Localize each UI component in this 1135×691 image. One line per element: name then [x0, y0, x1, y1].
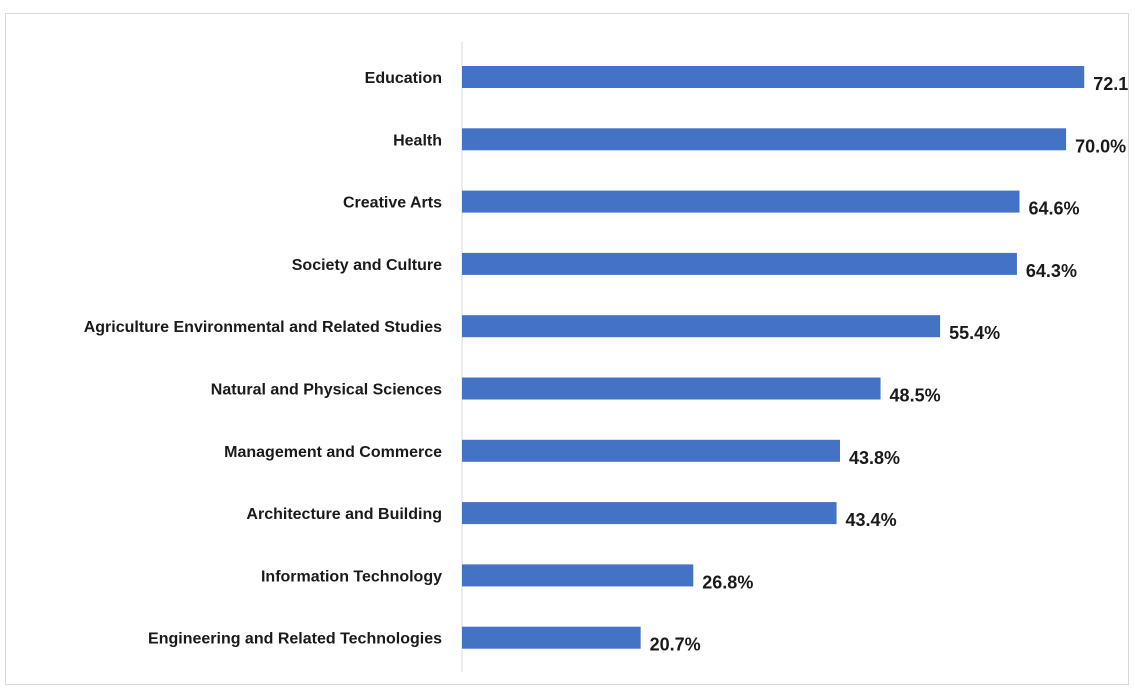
- value-label-7: 43.4%: [846, 510, 897, 530]
- bar-0: [462, 66, 1085, 88]
- category-label-4: Agriculture Environmental and Related St…: [84, 319, 442, 336]
- category-label-0: Education: [365, 70, 442, 87]
- category-label-5: Natural and Physical Sciences: [211, 382, 442, 399]
- bar-8: [462, 564, 694, 587]
- bar-2: [462, 190, 1020, 213]
- category-label-2: Creative Arts: [343, 195, 442, 212]
- value-labels-group: 72.1% 70.0% 64.6% 64.3% 55.4% 48.5% 43.8% 43.4%…: [650, 74, 1128, 655]
- value-label-0: 72.1%: [1093, 74, 1128, 94]
- bar-7: [462, 502, 837, 525]
- value-label-5: 48.5%: [890, 386, 941, 406]
- category-labels-group: Education Health Creative Arts Society and …: [84, 70, 442, 648]
- bar-3: [462, 252, 1017, 275]
- bar-chart: Education Health Creative Arts Society and …: [84, 42, 1128, 672]
- category-label-8: Information Technology: [261, 568, 442, 585]
- value-label-1: 70.0%: [1075, 136, 1126, 156]
- category-label-1: Health: [393, 132, 442, 149]
- bar-4: [462, 315, 941, 338]
- bars-group: [462, 66, 1085, 649]
- chart-frame: Education Health Creative Arts Society and …: [5, 13, 1129, 685]
- bar-1: [462, 128, 1067, 151]
- category-label-6: Management and Commerce: [224, 444, 442, 461]
- value-label-8: 26.8%: [702, 572, 753, 592]
- value-label-9: 20.7%: [650, 635, 701, 655]
- value-label-3: 64.3%: [1026, 261, 1077, 281]
- bar-5: [462, 377, 881, 400]
- value-label-6: 43.8%: [849, 448, 900, 468]
- category-label-7: Architecture and Building: [246, 506, 442, 523]
- bar-6: [462, 439, 840, 462]
- value-label-4: 55.4%: [949, 323, 1000, 343]
- value-label-2: 64.6%: [1028, 199, 1079, 219]
- category-label-9: Engineering and Related Technologies: [148, 631, 442, 648]
- category-label-3: Society and Culture: [292, 257, 442, 274]
- bar-9: [462, 626, 641, 649]
